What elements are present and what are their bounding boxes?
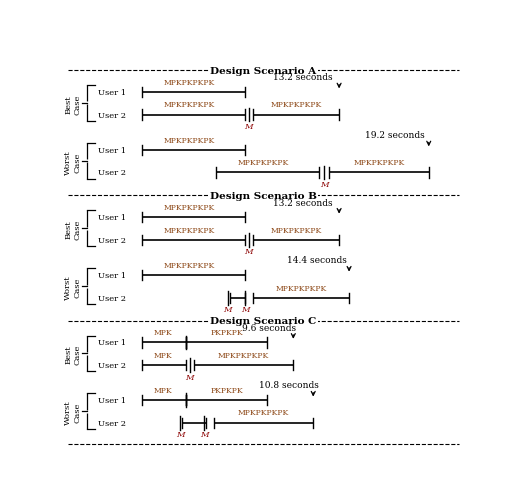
Text: PKPKPK: PKPKPK bbox=[210, 329, 243, 337]
Text: 13.2 seconds: 13.2 seconds bbox=[273, 73, 333, 82]
Text: Best
Case: Best Case bbox=[64, 219, 82, 239]
Text: Worst
Case: Worst Case bbox=[64, 400, 82, 424]
Text: M: M bbox=[244, 248, 253, 256]
Text: User 2: User 2 bbox=[98, 294, 126, 302]
Text: User 1: User 1 bbox=[98, 272, 126, 280]
Text: User 1: User 1 bbox=[98, 214, 126, 222]
Text: User 2: User 2 bbox=[98, 236, 126, 244]
Text: MPK: MPK bbox=[154, 386, 172, 394]
Text: M: M bbox=[241, 306, 250, 314]
Text: 10.8 seconds: 10.8 seconds bbox=[260, 381, 319, 390]
Text: MPKPKPKPK: MPKPKPKPK bbox=[164, 226, 215, 234]
Text: Design Scenario C: Design Scenario C bbox=[210, 317, 317, 325]
Text: MPKPKPKPK: MPKPKPKPK bbox=[271, 101, 322, 109]
Text: MPKPKPKPK: MPKPKPKPK bbox=[164, 101, 215, 109]
Text: M: M bbox=[176, 430, 185, 438]
Text: User 1: User 1 bbox=[98, 147, 126, 155]
Text: User 1: User 1 bbox=[98, 339, 126, 347]
Text: MPKPKPKPK: MPKPKPKPK bbox=[164, 204, 215, 212]
Text: User 1: User 1 bbox=[98, 396, 126, 404]
Text: MPKPKPKPK: MPKPKPKPK bbox=[276, 284, 327, 292]
Text: User 2: User 2 bbox=[98, 169, 126, 177]
Text: Design Scenario B: Design Scenario B bbox=[210, 191, 317, 200]
Text: M: M bbox=[244, 123, 253, 131]
Text: MPKPKPKPK: MPKPKPKPK bbox=[164, 137, 215, 145]
Text: User 2: User 2 bbox=[98, 361, 126, 369]
Text: M: M bbox=[200, 430, 209, 438]
Text: MPKPKPKPK: MPKPKPKPK bbox=[218, 351, 269, 359]
Text: User 1: User 1 bbox=[98, 89, 126, 97]
Text: M: M bbox=[223, 306, 232, 314]
Text: MPKPKPKPK: MPKPKPKPK bbox=[353, 159, 405, 167]
Text: M: M bbox=[320, 181, 328, 189]
Text: 9.6 seconds: 9.6 seconds bbox=[242, 323, 297, 332]
Text: Worst
Case: Worst Case bbox=[64, 275, 82, 300]
Text: MPKPKPKPK: MPKPKPKPK bbox=[164, 79, 215, 87]
Text: MPKPKPKPK: MPKPKPKPK bbox=[238, 409, 289, 417]
Text: User 2: User 2 bbox=[98, 111, 126, 119]
Text: MPKPKPKPK: MPKPKPKPK bbox=[271, 226, 322, 234]
Text: Worst
Case: Worst Case bbox=[64, 150, 82, 175]
Text: M: M bbox=[186, 373, 194, 381]
Text: Best
Case: Best Case bbox=[64, 344, 82, 365]
Text: PKPKPK: PKPKPK bbox=[210, 386, 243, 394]
Text: MPKPKPKPK: MPKPKPKPK bbox=[164, 262, 215, 270]
Text: User 2: User 2 bbox=[98, 419, 126, 427]
Text: 19.2 seconds: 19.2 seconds bbox=[365, 131, 425, 140]
Text: 13.2 seconds: 13.2 seconds bbox=[273, 198, 333, 207]
Text: MPK: MPK bbox=[154, 329, 172, 337]
Text: Design Scenario A: Design Scenario A bbox=[210, 67, 317, 76]
Text: Best
Case: Best Case bbox=[64, 94, 82, 115]
Text: MPKPKPKPK: MPKPKPKPK bbox=[238, 159, 289, 167]
Text: 14.4 seconds: 14.4 seconds bbox=[287, 256, 347, 265]
Text: MPK: MPK bbox=[154, 351, 172, 359]
